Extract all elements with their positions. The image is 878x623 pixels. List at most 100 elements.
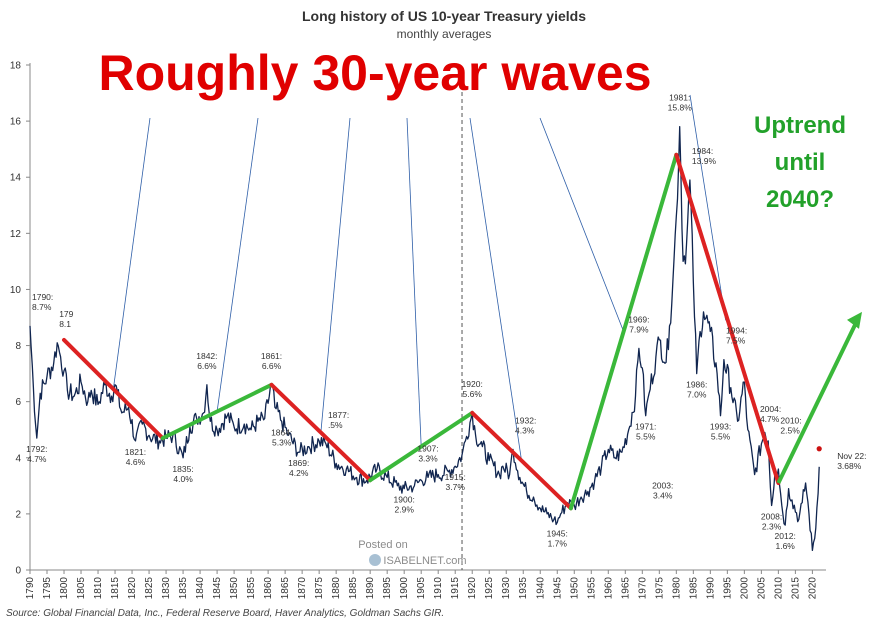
annotation-text: 1790: — [32, 292, 53, 302]
annotation-label: 1907:3.3% — [417, 443, 438, 463]
watermark-line-1: Posted on — [358, 539, 408, 551]
yield-series-line — [29, 126, 820, 552]
annotation-text: 4.7% — [27, 454, 47, 464]
x-tick-label: 1795 — [42, 577, 53, 600]
annotation-text: 2.3% — [762, 521, 782, 531]
annotation-text: 8.1 — [59, 319, 71, 329]
trendline-up — [568, 152, 679, 511]
callout-line-3: 2040? — [766, 186, 834, 213]
pointer-line — [469, 117, 522, 461]
x-tick-label: 1940 — [535, 577, 546, 600]
annotation-text: 5.3% — [272, 437, 292, 447]
y-tick-label: 16 — [10, 117, 22, 128]
x-tick-label: 1950 — [569, 577, 580, 600]
annotation-text: 7.0% — [687, 390, 707, 400]
x-tick-label: 1900 — [399, 577, 410, 600]
x-tick-label: 1805 — [76, 577, 87, 600]
annotation-text: 3.4% — [653, 491, 673, 501]
x-tick-label: 1935 — [518, 577, 529, 600]
trendline-down — [269, 382, 373, 483]
annotation-text: 1907: — [417, 443, 438, 453]
annotation-label: 1915:3.7% — [445, 472, 466, 492]
x-tick-label: 1810 — [93, 577, 104, 600]
x-tick-label: 1890 — [365, 577, 376, 600]
annotation-text: Nov 22: — [837, 451, 866, 461]
annotation-label: 1864:5.3% — [271, 427, 292, 447]
annotation-text: 2004: — [760, 404, 781, 414]
headline: Roughly 30-year waves — [98, 45, 651, 101]
annotation-text: 3.7% — [446, 482, 466, 492]
annotation-text: 1.6% — [775, 541, 795, 551]
x-tick-label: 1855 — [246, 577, 257, 600]
callout-line-2: until — [775, 149, 826, 176]
x-tick-label: 1905 — [416, 577, 427, 600]
annotation-text: 1945: — [547, 528, 568, 538]
chart-title: Long history of US 10-year Treasury yiel… — [302, 8, 586, 24]
annotation-text: 1932: — [515, 415, 536, 425]
annotation-text: 1821: — [125, 447, 146, 457]
x-tick-label: 1790 — [25, 577, 36, 600]
x-tick-label: 1830 — [161, 577, 172, 600]
annotation-label: 1969:7.9% — [628, 314, 649, 334]
x-tick-label: 1960 — [603, 577, 614, 600]
annotation-label: Nov 22:3.68% — [837, 451, 866, 471]
callout-line-1: Uptrend — [754, 112, 846, 139]
trendline-down — [62, 337, 165, 441]
x-tick-label: 2005 — [756, 577, 767, 600]
annotation-text: 1.7% — [548, 538, 568, 548]
annotation-text: 2012: — [775, 531, 796, 541]
annotation-text: 6.6% — [262, 361, 282, 371]
watermark: Posted on ISABELNET.com — [358, 539, 466, 567]
annotation-text: 4.6% — [126, 457, 146, 467]
x-axis: 1790 1795 1800 1805 1810 1815 1820 1825 1830 1835… — [25, 570, 818, 599]
annotation-label: 1842:6.6% — [196, 351, 217, 371]
annotation-label: 1877:.5% — [328, 410, 349, 430]
annotation-text: 1835: — [172, 464, 193, 474]
annotation-text: 5.5% — [711, 432, 731, 442]
x-tick-label: 1930 — [501, 577, 512, 600]
trendline-down — [674, 152, 781, 486]
chart-subtitle: monthly averages — [397, 27, 492, 41]
annotation-label: 1971:5.5% — [635, 422, 656, 442]
x-tick-label: 2010 — [773, 577, 784, 600]
trendline-projection — [776, 322, 858, 484]
annotation-text: 1920: — [462, 379, 483, 389]
annotation-label: 1900:2.9% — [394, 495, 415, 515]
trendline-up — [160, 382, 274, 441]
y-tick-label: 2 — [15, 509, 21, 520]
annotation-text: 1915: — [445, 472, 466, 482]
annotation-text: 4.7% — [760, 414, 780, 424]
x-tick-label: 1865 — [280, 577, 291, 600]
x-tick-label: 1980 — [671, 577, 682, 600]
x-tick-label: 1870 — [297, 577, 308, 600]
x-tick-label: 1925 — [484, 577, 495, 600]
x-tick-label: 1915 — [450, 577, 461, 600]
headline-pointer-lines — [112, 94, 727, 461]
y-tick-label: 12 — [10, 229, 22, 240]
annotation-text: 2008: — [761, 511, 782, 521]
globe-icon — [369, 554, 381, 566]
annotation-label: 2004:4.7% — [760, 404, 781, 424]
pointer-line — [539, 117, 624, 332]
annotation-label: 1869:4.2% — [288, 458, 309, 478]
y-tick-label: 6 — [15, 397, 21, 408]
x-tick-label: 1970 — [637, 577, 648, 600]
x-tick-label: 1840 — [195, 577, 206, 600]
annotation-text: 1994: — [726, 326, 747, 336]
annotation-text: 15.8% — [668, 103, 693, 113]
annotation-label: 2003:3.4% — [652, 481, 673, 501]
x-tick-label: 1800 — [59, 577, 70, 600]
latest-value-dot — [816, 446, 822, 452]
annotation-label: 1861:6.6% — [261, 351, 282, 371]
annotation-text: 179 — [59, 309, 73, 319]
annotation-label: 1993:5.5% — [710, 422, 731, 442]
pointer-line — [406, 117, 422, 447]
x-tick-label: 1880 — [331, 577, 342, 600]
annotation-label: 1945:1.7% — [547, 528, 568, 548]
x-tick-label: 1850 — [229, 577, 240, 600]
pointer-line — [216, 117, 259, 412]
annotation-text: 1986: — [686, 380, 707, 390]
annotation-label: 1821:4.6% — [125, 447, 146, 467]
y-tick-label: 8 — [15, 341, 21, 352]
